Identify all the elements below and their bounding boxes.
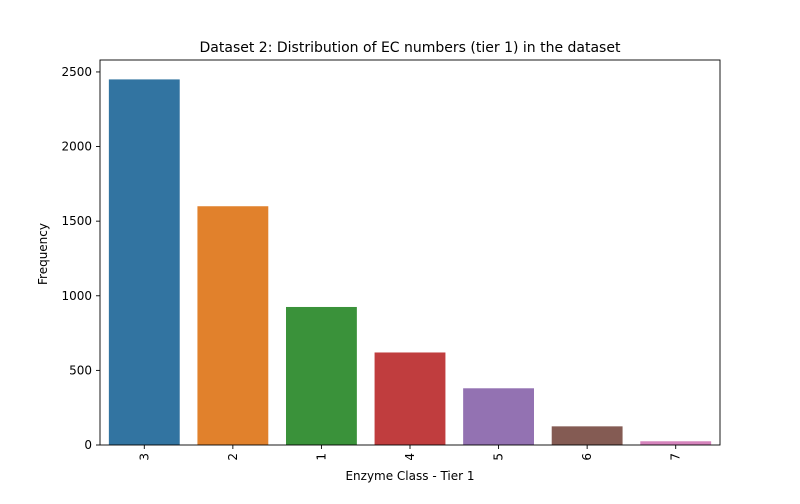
y-axis-label: Frequency <box>36 223 50 285</box>
y-axis: 0 500 1000 1500 2000 2500 <box>61 65 100 452</box>
y-tick-label: 0 <box>84 438 92 452</box>
x-axis: 3 2 1 4 5 6 7 <box>137 445 683 461</box>
bar-class-3 <box>108 79 180 446</box>
plot-frame <box>99 59 721 446</box>
bar-class-5 <box>463 388 534 445</box>
bar-class-6 <box>551 426 623 445</box>
chart-title: Dataset 2: Distribution of EC numbers (t… <box>200 40 621 56</box>
x-tick-label: 6 <box>580 453 594 461</box>
x-tick-label: 5 <box>492 453 506 461</box>
y-tick-label: 1000 <box>61 289 92 303</box>
x-tick-label: 7 <box>669 453 683 461</box>
x-tick-label: 1 <box>314 453 328 461</box>
bar-class-1 <box>286 306 357 445</box>
y-tick-label: 1500 <box>61 214 92 228</box>
bars-layer <box>108 79 712 446</box>
y-tick-label: 2000 <box>61 140 92 154</box>
bar-class-7 <box>640 441 712 445</box>
y-tick-label: 2500 <box>61 65 92 79</box>
x-tick-label: 3 <box>137 453 151 461</box>
x-tick-label: 4 <box>403 453 417 461</box>
x-axis-label: Enzyme Class - Tier 1 <box>345 469 474 483</box>
y-tick-label: 500 <box>69 363 92 377</box>
x-tick-label: 2 <box>226 453 240 461</box>
bar-class-4 <box>374 352 446 445</box>
bar-class-2 <box>197 206 269 445</box>
